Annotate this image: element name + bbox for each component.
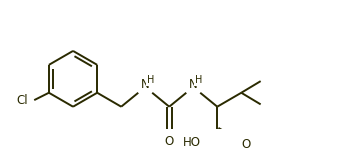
Text: H: H	[147, 75, 154, 85]
Text: O: O	[164, 135, 174, 148]
Text: O: O	[242, 138, 251, 151]
Text: N: N	[141, 78, 150, 91]
Text: N: N	[189, 78, 197, 91]
Text: Cl: Cl	[16, 94, 28, 107]
Text: HO: HO	[183, 136, 201, 149]
Text: H: H	[195, 75, 202, 85]
